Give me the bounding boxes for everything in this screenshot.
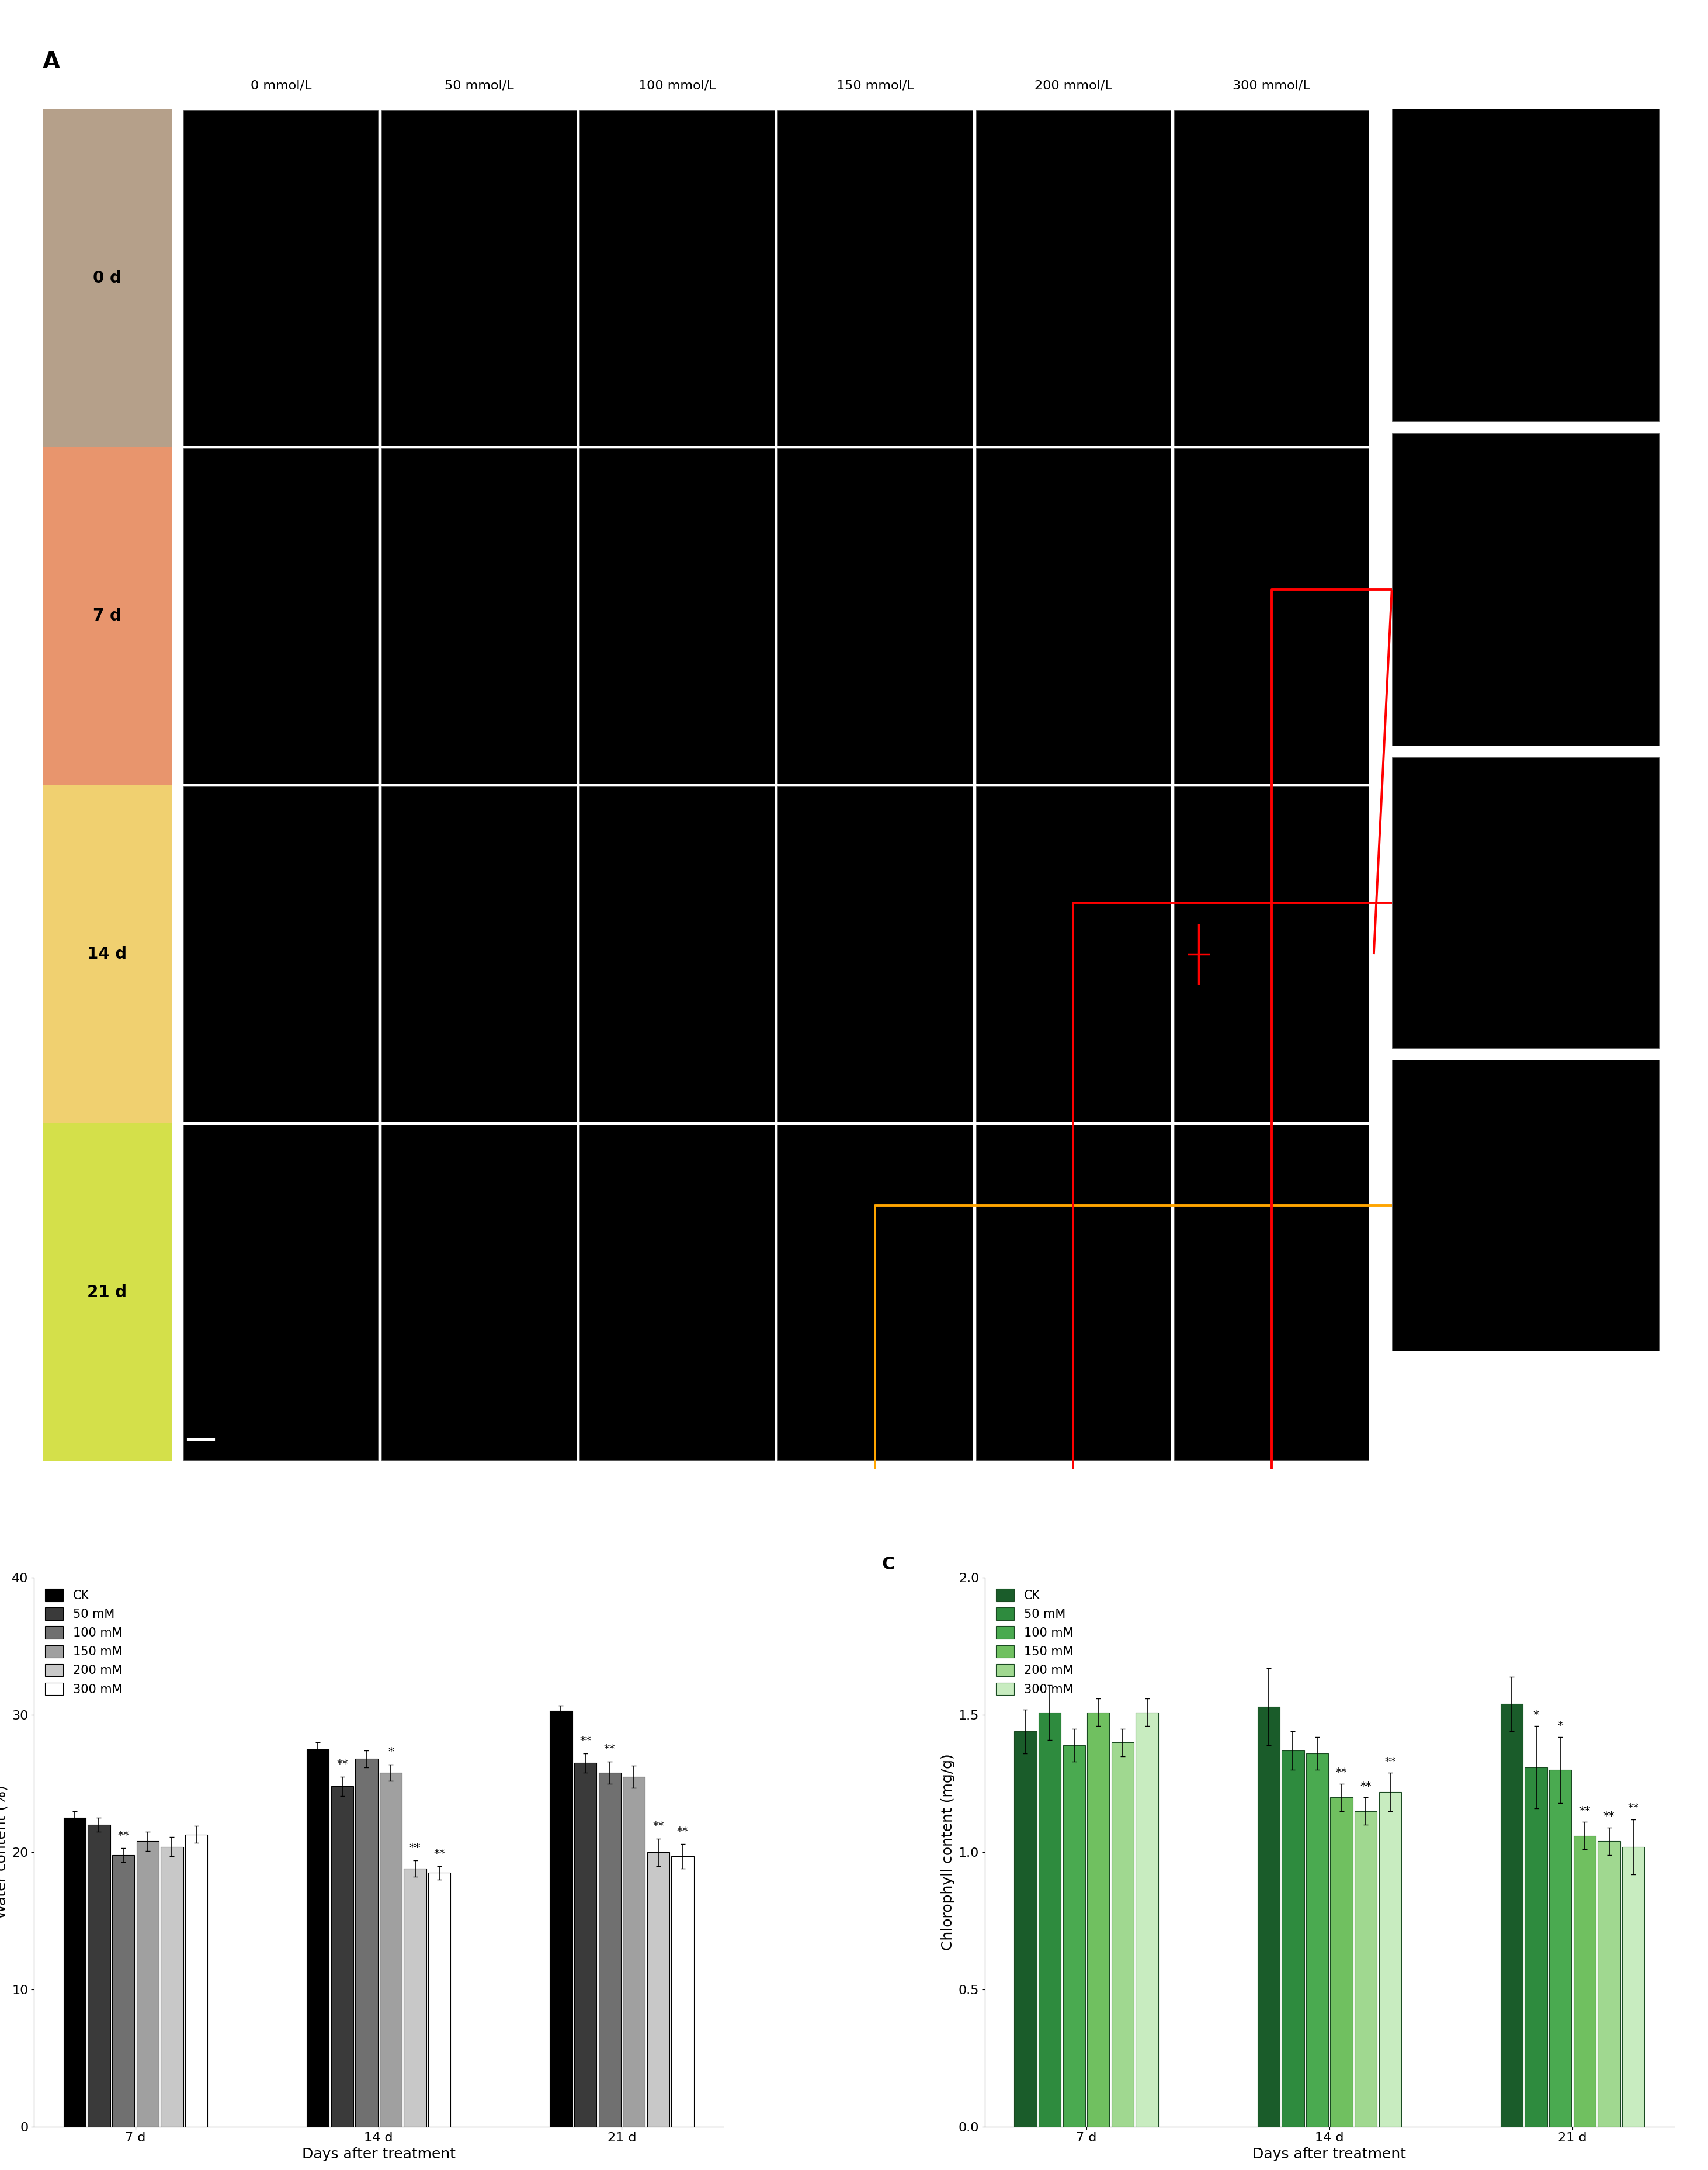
Bar — [574, 1762, 596, 2127]
Text: 200 mmol/L: 200 mmol/L — [1035, 80, 1112, 91]
Bar — [43, 447, 173, 786]
Bar — [161, 1847, 183, 2127]
Bar — [63, 1818, 85, 2127]
Bar — [87, 1825, 111, 2127]
Bar — [598, 1773, 620, 2127]
X-axis label: Days after treatment: Days after treatment — [302, 2146, 456, 2161]
Bar — [1549, 1771, 1571, 2127]
Text: 14 d: 14 d — [87, 946, 126, 961]
Bar — [1038, 1712, 1061, 2127]
Text: **: ** — [676, 1825, 688, 1838]
Legend: CK, 50 mM, 100 mM, 150 mM, 200 mM, 300 mM: CK, 50 mM, 100 mM, 150 mM, 200 mM, 300 m… — [991, 1584, 1078, 1699]
Bar — [647, 1853, 670, 2127]
Text: **: ** — [1360, 1782, 1372, 1792]
Text: **: ** — [605, 1745, 615, 1756]
Bar — [43, 109, 173, 447]
Text: C: C — [881, 1556, 895, 1573]
Text: **: ** — [118, 1829, 130, 1840]
Text: **: ** — [434, 1849, 446, 1860]
Bar — [307, 1749, 330, 2127]
Text: 150 mmol/L: 150 mmol/L — [837, 80, 914, 91]
Bar — [1525, 1766, 1547, 2127]
Bar — [1112, 1743, 1134, 2127]
Text: **: ** — [410, 1842, 420, 1853]
Bar — [429, 1873, 451, 2127]
Bar — [1331, 1797, 1353, 2127]
Bar — [1062, 1745, 1085, 2127]
Bar — [403, 1868, 427, 2127]
Bar — [1281, 1751, 1305, 2127]
Text: *: * — [388, 1747, 393, 1758]
Bar — [1257, 1708, 1279, 2127]
Text: 50 mmol/L: 50 mmol/L — [444, 80, 514, 91]
Legend: CK, 50 mM, 100 mM, 150 mM, 200 mM, 300 mM: CK, 50 mM, 100 mM, 150 mM, 200 mM, 300 m… — [41, 1584, 128, 1699]
Text: 7 d: 7 d — [92, 608, 121, 625]
Text: **: ** — [336, 1760, 348, 1771]
Bar — [1378, 1792, 1401, 2127]
Bar — [1501, 1703, 1524, 2127]
Bar — [671, 1855, 693, 2127]
Text: **: ** — [579, 1736, 591, 1747]
Text: A: A — [43, 50, 60, 74]
Bar — [43, 1124, 173, 1460]
Text: 0 d: 0 d — [92, 269, 121, 286]
Text: **: ** — [652, 1821, 664, 1831]
Bar — [43, 786, 173, 1124]
Bar — [1307, 1753, 1329, 2127]
Bar — [184, 1834, 207, 2127]
Text: 0 mmol/L: 0 mmol/L — [251, 80, 311, 91]
Bar — [1015, 1732, 1037, 2127]
Text: **: ** — [1385, 1756, 1395, 1766]
Bar — [1597, 1840, 1621, 2127]
Bar — [1623, 1847, 1645, 2127]
Text: *: * — [1558, 1721, 1563, 1732]
Bar — [1088, 1712, 1110, 2127]
Text: *: * — [1534, 1710, 1539, 1721]
Bar — [137, 1840, 159, 2127]
Text: **: ** — [1578, 1805, 1590, 1816]
Text: **: ** — [1336, 1766, 1348, 1777]
Bar — [331, 1786, 354, 2127]
Bar — [113, 1855, 135, 2127]
Text: 21 d: 21 d — [87, 1285, 126, 1300]
Bar — [1573, 1836, 1595, 2127]
Bar — [355, 1760, 377, 2127]
Bar — [623, 1777, 646, 2127]
Text: **: ** — [1628, 1803, 1640, 1814]
Text: **: ** — [1604, 1812, 1614, 1823]
Bar — [379, 1773, 401, 2127]
X-axis label: Days after treatment: Days after treatment — [1252, 2146, 1406, 2161]
Y-axis label: Water content (%): Water content (%) — [0, 1786, 9, 1918]
Bar — [1354, 1812, 1377, 2127]
Text: 100 mmol/L: 100 mmol/L — [639, 80, 716, 91]
Bar — [550, 1710, 572, 2127]
Text: 300 mmol/L: 300 mmol/L — [1233, 80, 1310, 91]
Bar — [1136, 1712, 1158, 2127]
Y-axis label: Chlorophyll content (mg/g): Chlorophyll content (mg/g) — [941, 1753, 955, 1951]
